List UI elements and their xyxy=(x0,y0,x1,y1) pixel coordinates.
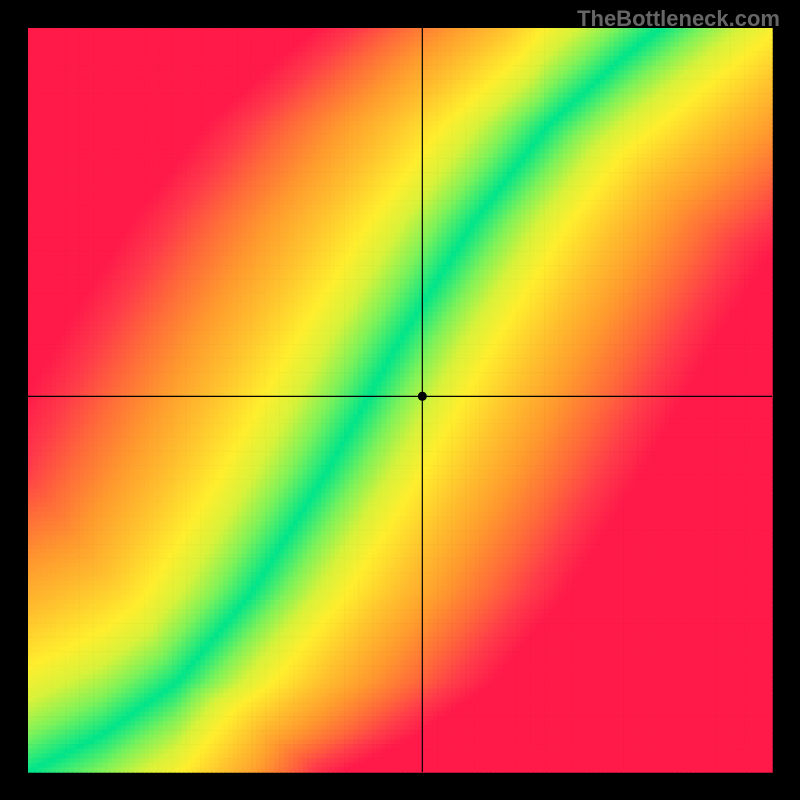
chart-container: TheBottleneck.com xyxy=(0,0,800,800)
watermark-text: TheBottleneck.com xyxy=(577,6,780,32)
bottleneck-heatmap xyxy=(0,0,800,800)
